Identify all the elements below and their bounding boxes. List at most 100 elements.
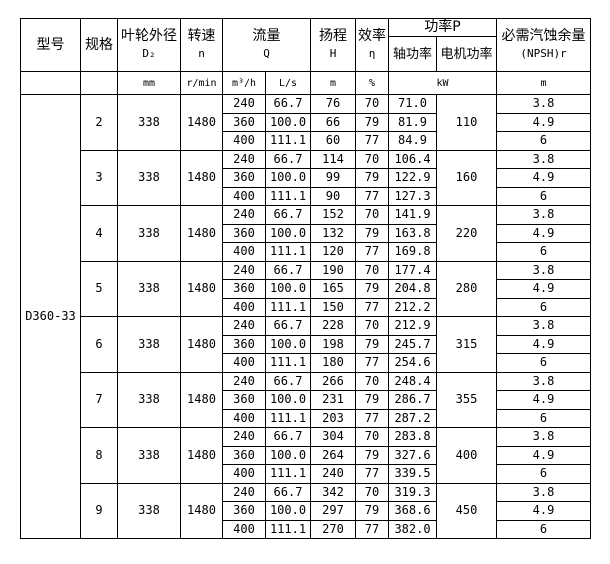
unit-cell: m³/h xyxy=(222,71,266,95)
cell: 6 xyxy=(496,408,592,428)
cell: 198 xyxy=(310,334,356,354)
cell: 122.9 xyxy=(388,168,437,188)
cell: 66.7 xyxy=(265,260,311,280)
cell: 360 xyxy=(222,390,266,410)
cell: 66.7 xyxy=(265,149,311,169)
cell: 70 xyxy=(355,260,389,280)
cell: 254.6 xyxy=(388,353,437,373)
data-row: 360 100.0 198 79 245.7 4.9 xyxy=(21,334,592,354)
cell: 111.1 xyxy=(265,519,311,539)
cell: 77 xyxy=(355,353,389,373)
cell: 90 xyxy=(310,186,356,206)
cell: 9 xyxy=(80,482,118,539)
header-cell: 必需汽蚀余量 (NPSH)r xyxy=(496,18,592,72)
cell: 70 xyxy=(355,94,389,114)
cell: 240 xyxy=(222,316,266,336)
data-row: 7 338 1480 240 66.7 266 70 248.4 355 3.8 xyxy=(21,371,592,428)
cell: 3 xyxy=(80,149,118,206)
cell: 6 xyxy=(496,464,592,484)
cell: 77 xyxy=(355,242,389,262)
cell: 204.8 xyxy=(388,279,437,299)
data-row: D360-33 2 338 1480 240 66.7 76 70 71.0 110 3.8 xyxy=(20,94,592,539)
cell: 100.0 xyxy=(265,445,311,465)
header-row: 轴功率 电机功率 xyxy=(21,36,591,72)
cell: 212.2 xyxy=(388,297,437,317)
data-row: 4 338 1480 240 66.7 152 70 141.9 220 3.8 xyxy=(21,205,592,262)
cell: 304 xyxy=(310,427,356,447)
cell: 77 xyxy=(355,297,389,317)
data-row: 5 338 1480 240 66.7 190 70 177.4 280 3.8 xyxy=(21,260,592,317)
cell: 111.1 xyxy=(265,297,311,317)
cell: 79 xyxy=(355,445,389,465)
cell: 6 xyxy=(496,353,592,373)
cell: 4.9 xyxy=(496,279,592,299)
cell: 338 xyxy=(117,260,181,317)
cell: 400 xyxy=(435,427,498,484)
cell: 360 xyxy=(222,112,266,132)
header-cell: 功率P xyxy=(387,18,498,37)
cell: 6 xyxy=(496,297,592,317)
cell: 400 xyxy=(222,186,266,206)
header-cell: 叶轮外径 D₂ xyxy=(117,18,181,72)
data-row: 400 111.1 60 77 84.9 6 xyxy=(21,131,592,151)
cell: D360-33 xyxy=(20,94,81,539)
cell: 6 xyxy=(496,519,592,539)
cell: 8 xyxy=(80,427,118,484)
cell: 400 xyxy=(222,464,266,484)
unit-cell: m xyxy=(496,71,592,95)
cell: 100.0 xyxy=(265,112,311,132)
cell: 111.1 xyxy=(265,408,311,428)
cell: 240 xyxy=(222,371,266,391)
cell: 297 xyxy=(310,501,356,521)
cell: 4.9 xyxy=(496,445,592,465)
header-cell: 扬程 H xyxy=(310,18,356,72)
cell: 106.4 xyxy=(388,149,437,169)
cell: 3.8 xyxy=(496,482,592,502)
cell: 4.9 xyxy=(496,334,592,354)
cell: 76 xyxy=(310,94,356,114)
data-row: 400 111.1 240 77 339.5 6 xyxy=(21,464,592,484)
cell: 152 xyxy=(310,205,356,225)
cell: 2 xyxy=(80,94,118,151)
cell: 245.7 xyxy=(388,334,437,354)
cell: 283.8 xyxy=(388,427,437,447)
cell: 450 xyxy=(435,482,498,539)
cell: 240 xyxy=(222,482,266,502)
cell: 1480 xyxy=(180,371,223,428)
cell: 77 xyxy=(355,408,389,428)
cell: 150 xyxy=(310,297,356,317)
cell: 264 xyxy=(310,445,356,465)
cell: 315 xyxy=(435,316,498,373)
cell: 5 xyxy=(80,260,118,317)
cell: 338 xyxy=(117,482,181,539)
cell: 111.1 xyxy=(265,353,311,373)
cell: 111.1 xyxy=(265,186,311,206)
cell: 240 xyxy=(222,205,266,225)
data-row: 360 100.0 99 79 122.9 4.9 xyxy=(21,168,592,188)
cell: 110 xyxy=(435,94,498,151)
cell: 66.7 xyxy=(265,427,311,447)
cell: 111.1 xyxy=(265,242,311,262)
cell: 160 xyxy=(435,149,498,206)
cell: 342 xyxy=(310,482,356,502)
cell: 400 xyxy=(222,242,266,262)
cell: 4.9 xyxy=(496,390,592,410)
cell: 360 xyxy=(222,223,266,243)
cell: 66.7 xyxy=(265,371,311,391)
cell: 400 xyxy=(222,353,266,373)
unit-row: mm r/min m³/h L/s m % kW m xyxy=(20,71,592,95)
cell: 4.9 xyxy=(496,501,592,521)
cell: 79 xyxy=(355,334,389,354)
cell: 338 xyxy=(117,316,181,373)
cell: 66.7 xyxy=(265,205,311,225)
cell: 141.9 xyxy=(388,205,437,225)
cell: 382.0 xyxy=(388,519,437,539)
cell: 3.8 xyxy=(496,316,592,336)
header-cell: 电机功率 xyxy=(435,36,498,72)
cell: 79 xyxy=(355,501,389,521)
cell: 81.9 xyxy=(388,112,437,132)
header-symbol: n xyxy=(198,47,205,60)
data-row: 360 100.0 132 79 163.8 4.9 xyxy=(21,223,592,243)
cell: 220 xyxy=(435,205,498,262)
cell: 4.9 xyxy=(496,112,592,132)
